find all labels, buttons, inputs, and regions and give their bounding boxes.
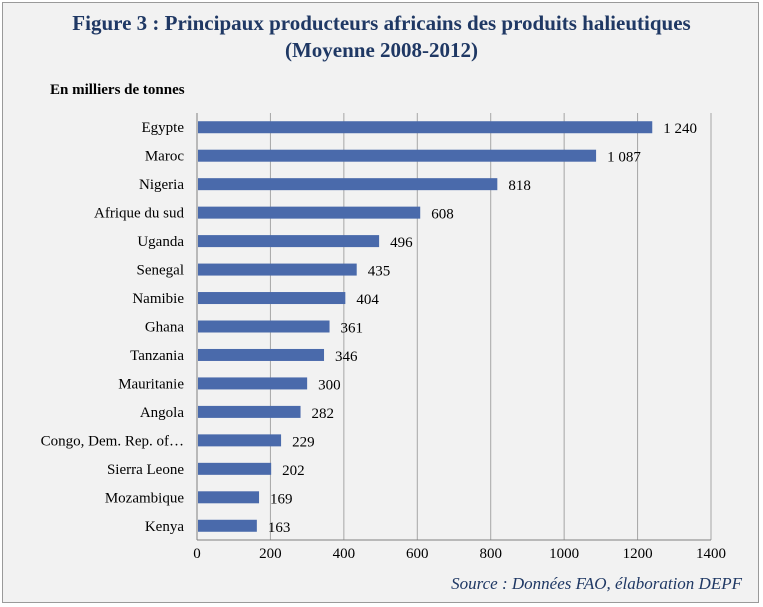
value-label-ghana: 361 bbox=[341, 321, 364, 337]
category-label-mauritanie: Mauritanie bbox=[118, 376, 184, 392]
bar-kenya bbox=[198, 519, 257, 532]
category-label-tanzania: Tanzania bbox=[130, 348, 184, 364]
value-label-afrique-du-sud: 608 bbox=[431, 207, 454, 223]
value-label-mozambique: 169 bbox=[270, 491, 293, 507]
category-label-kenya: Kenya bbox=[145, 519, 184, 535]
value-label-senegal: 435 bbox=[368, 264, 391, 280]
chart-subtitle: (Moyenne 2008-2012) bbox=[284, 38, 479, 62]
category-label-senegal: Senegal bbox=[137, 263, 184, 279]
value-label-angola: 282 bbox=[312, 406, 335, 422]
category-label-mozambique: Mozambique bbox=[105, 490, 184, 506]
category-label-namibie: Namibie bbox=[132, 291, 184, 307]
x-tick-label-0: 0 bbox=[193, 546, 201, 562]
category-label-uganda: Uganda bbox=[137, 234, 184, 250]
bar-mauritanie bbox=[198, 377, 308, 390]
bar-maroc bbox=[198, 149, 597, 162]
value-label-sierra-leone: 202 bbox=[282, 463, 305, 479]
bar-congo-dem-rep-of bbox=[198, 434, 282, 447]
category-label-congo-dem-rep-of: Congo, Dem. Rep. of… bbox=[41, 433, 184, 449]
bar-mozambique bbox=[198, 491, 260, 504]
value-label-tanzania: 346 bbox=[335, 349, 358, 365]
bar-nigeria bbox=[198, 178, 498, 191]
unit-label: En milliers de tonnes bbox=[50, 82, 185, 98]
bar-namibie bbox=[198, 292, 346, 305]
x-tick-label-1400: 1400 bbox=[696, 546, 726, 562]
category-label-ghana: Ghana bbox=[145, 320, 184, 336]
x-tick-label-200: 200 bbox=[259, 546, 282, 562]
value-label-namibie: 404 bbox=[356, 292, 379, 308]
value-label-nigeria: 818 bbox=[508, 178, 531, 194]
value-label-egypte: 1 240 bbox=[663, 121, 697, 137]
x-tick-label-400: 400 bbox=[333, 546, 356, 562]
bar-chart: 0 200 400 600 800 1000 1200 1400 Egypte 1 240 Maro… bbox=[41, 113, 726, 562]
bar-sierra-leone bbox=[198, 462, 272, 475]
x-tick-label-1200: 1200 bbox=[623, 546, 653, 562]
value-label-congo-dem-rep-of: 229 bbox=[292, 434, 315, 450]
bar-tanzania bbox=[198, 348, 325, 361]
category-label-sierra-leone: Sierra Leone bbox=[107, 462, 184, 478]
value-label-mauritanie: 300 bbox=[318, 377, 341, 393]
category-label-angola: Angola bbox=[140, 405, 185, 421]
category-label-maroc: Maroc bbox=[145, 149, 184, 165]
source-note: Source : Données FAO, élaboration DEPF bbox=[451, 574, 742, 593]
category-label-afrique-du-sud: Afrique du sud bbox=[94, 206, 184, 222]
bar-ghana bbox=[198, 320, 330, 333]
bar-egypte bbox=[198, 121, 653, 134]
category-label-egypte: Egypte bbox=[142, 120, 185, 136]
bar-angola bbox=[198, 405, 301, 418]
value-label-maroc: 1 087 bbox=[607, 150, 641, 166]
x-tick-label-600: 600 bbox=[406, 546, 429, 562]
category-label-nigeria: Nigeria bbox=[139, 177, 184, 193]
chart-title: Figure 3 : Principaux producteurs africa… bbox=[72, 11, 691, 35]
value-label-uganda: 496 bbox=[390, 235, 413, 251]
x-tick-label-1000: 1000 bbox=[549, 546, 579, 562]
bar-afrique-du-sud bbox=[198, 206, 421, 219]
value-label-kenya: 163 bbox=[268, 520, 291, 536]
x-tick-label-800: 800 bbox=[479, 546, 502, 562]
bar-uganda bbox=[198, 235, 380, 248]
bar-senegal bbox=[198, 263, 357, 276]
